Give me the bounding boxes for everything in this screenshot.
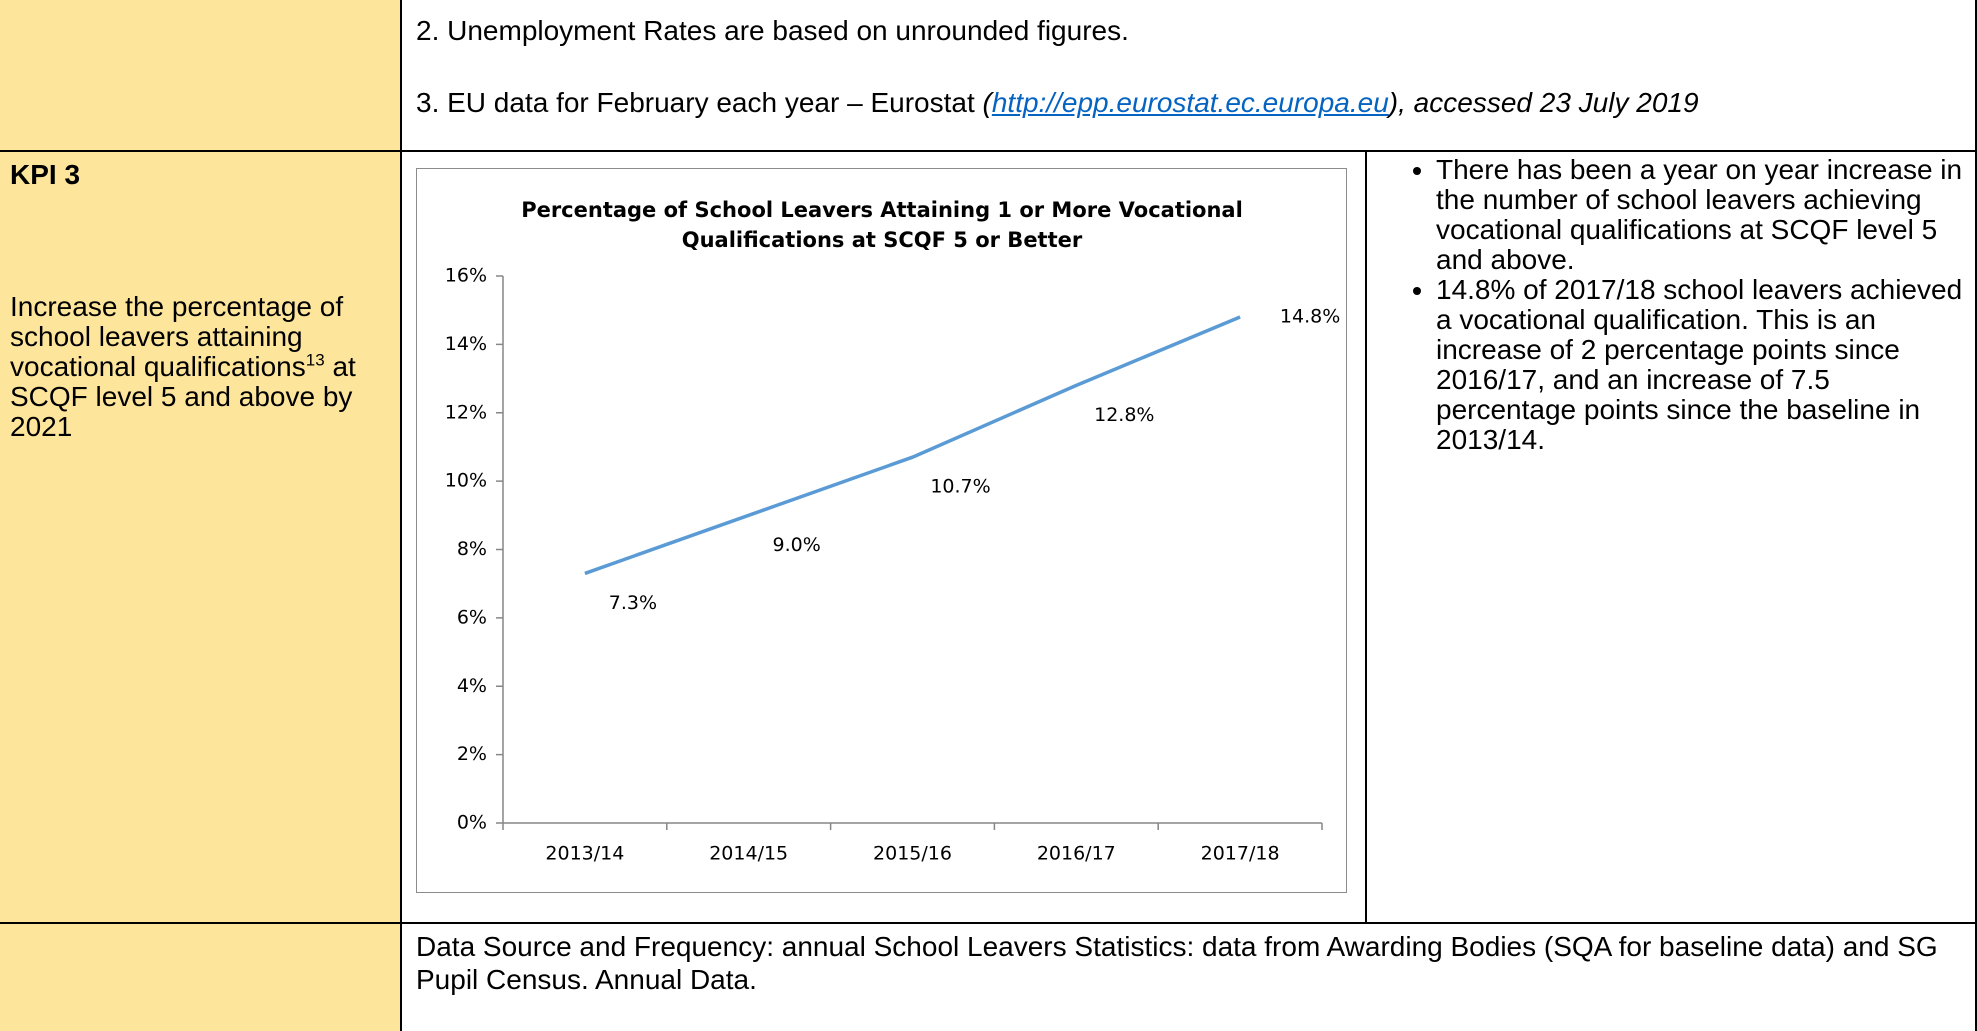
data-label: 10.7% xyxy=(930,476,990,498)
x-tick-label: 2015/16 xyxy=(873,843,952,865)
note-text: ( xyxy=(982,87,992,118)
y-tick-label: 6% xyxy=(457,606,487,628)
text: Increase the percentage of school leaver… xyxy=(10,291,344,382)
chart: 0% 2% 4% 6% 8% 10% 12% 14% 16% 2013/14 2014/15 2015… xyxy=(445,265,1341,865)
x-tick-label: 2013/14 xyxy=(545,843,624,865)
commentary: There has been a year on year increase i… xyxy=(1366,155,1974,455)
y-tick-label: 2% xyxy=(457,743,487,765)
border xyxy=(0,150,1977,152)
text: at SCQF level 5 and above by 2021 xyxy=(10,351,356,442)
x-tick-label: 2017/18 xyxy=(1201,843,1280,865)
left-column xyxy=(0,0,401,1031)
data-label: 7.3% xyxy=(609,592,657,614)
bullet: There has been a year on year increase i… xyxy=(1436,155,1974,275)
note: 3. EU data for February each year – Euro… xyxy=(416,88,1699,118)
border xyxy=(1365,151,1367,923)
note-text: ), accessed 23 July 2019 xyxy=(1388,87,1699,118)
y-tick-label: 12% xyxy=(445,401,487,423)
border xyxy=(0,922,1977,924)
note-text: 3. EU data for February each year – Euro… xyxy=(416,87,975,118)
chart-title: Percentage of School Leavers Attaining 1… xyxy=(521,198,1243,252)
kpi-description: Increase the percentage of school leaver… xyxy=(10,292,395,442)
x-tick-label: 2014/15 xyxy=(709,843,788,865)
data-label: 9.0% xyxy=(773,534,821,556)
y-tick-label: 14% xyxy=(445,333,487,355)
x-tick-label: 2016/17 xyxy=(1037,843,1116,865)
line xyxy=(584,315,1241,576)
y-tick-label: 8% xyxy=(457,538,487,560)
border xyxy=(1975,0,1977,1031)
y-tick-label: 4% xyxy=(457,675,487,697)
link[interactable]: http://epp.eurostat.ec.europa.eu xyxy=(991,87,1389,118)
footnote-ref: 13 xyxy=(305,350,325,370)
note: 2. Unemployment Rates are based on unrou… xyxy=(416,15,1129,46)
data-label: 12.8% xyxy=(1094,404,1154,426)
kpi-label: KPI 3 xyxy=(10,159,81,190)
chart-box: Percentage of School Leavers Attaining 1… xyxy=(416,168,1347,893)
y-tick-label: 0% xyxy=(457,812,487,834)
y-tick-label: 10% xyxy=(445,470,487,492)
border xyxy=(400,0,402,1031)
data-label: 14.8% xyxy=(1280,306,1340,328)
bullet: 14.8% of 2017/18 school leavers achieved… xyxy=(1436,275,1974,455)
bullet-list: There has been a year on year increase i… xyxy=(1366,155,1974,455)
source: Data Source and Frequency: annual School… xyxy=(416,931,1938,995)
y-tick-label: 16% xyxy=(445,265,487,287)
